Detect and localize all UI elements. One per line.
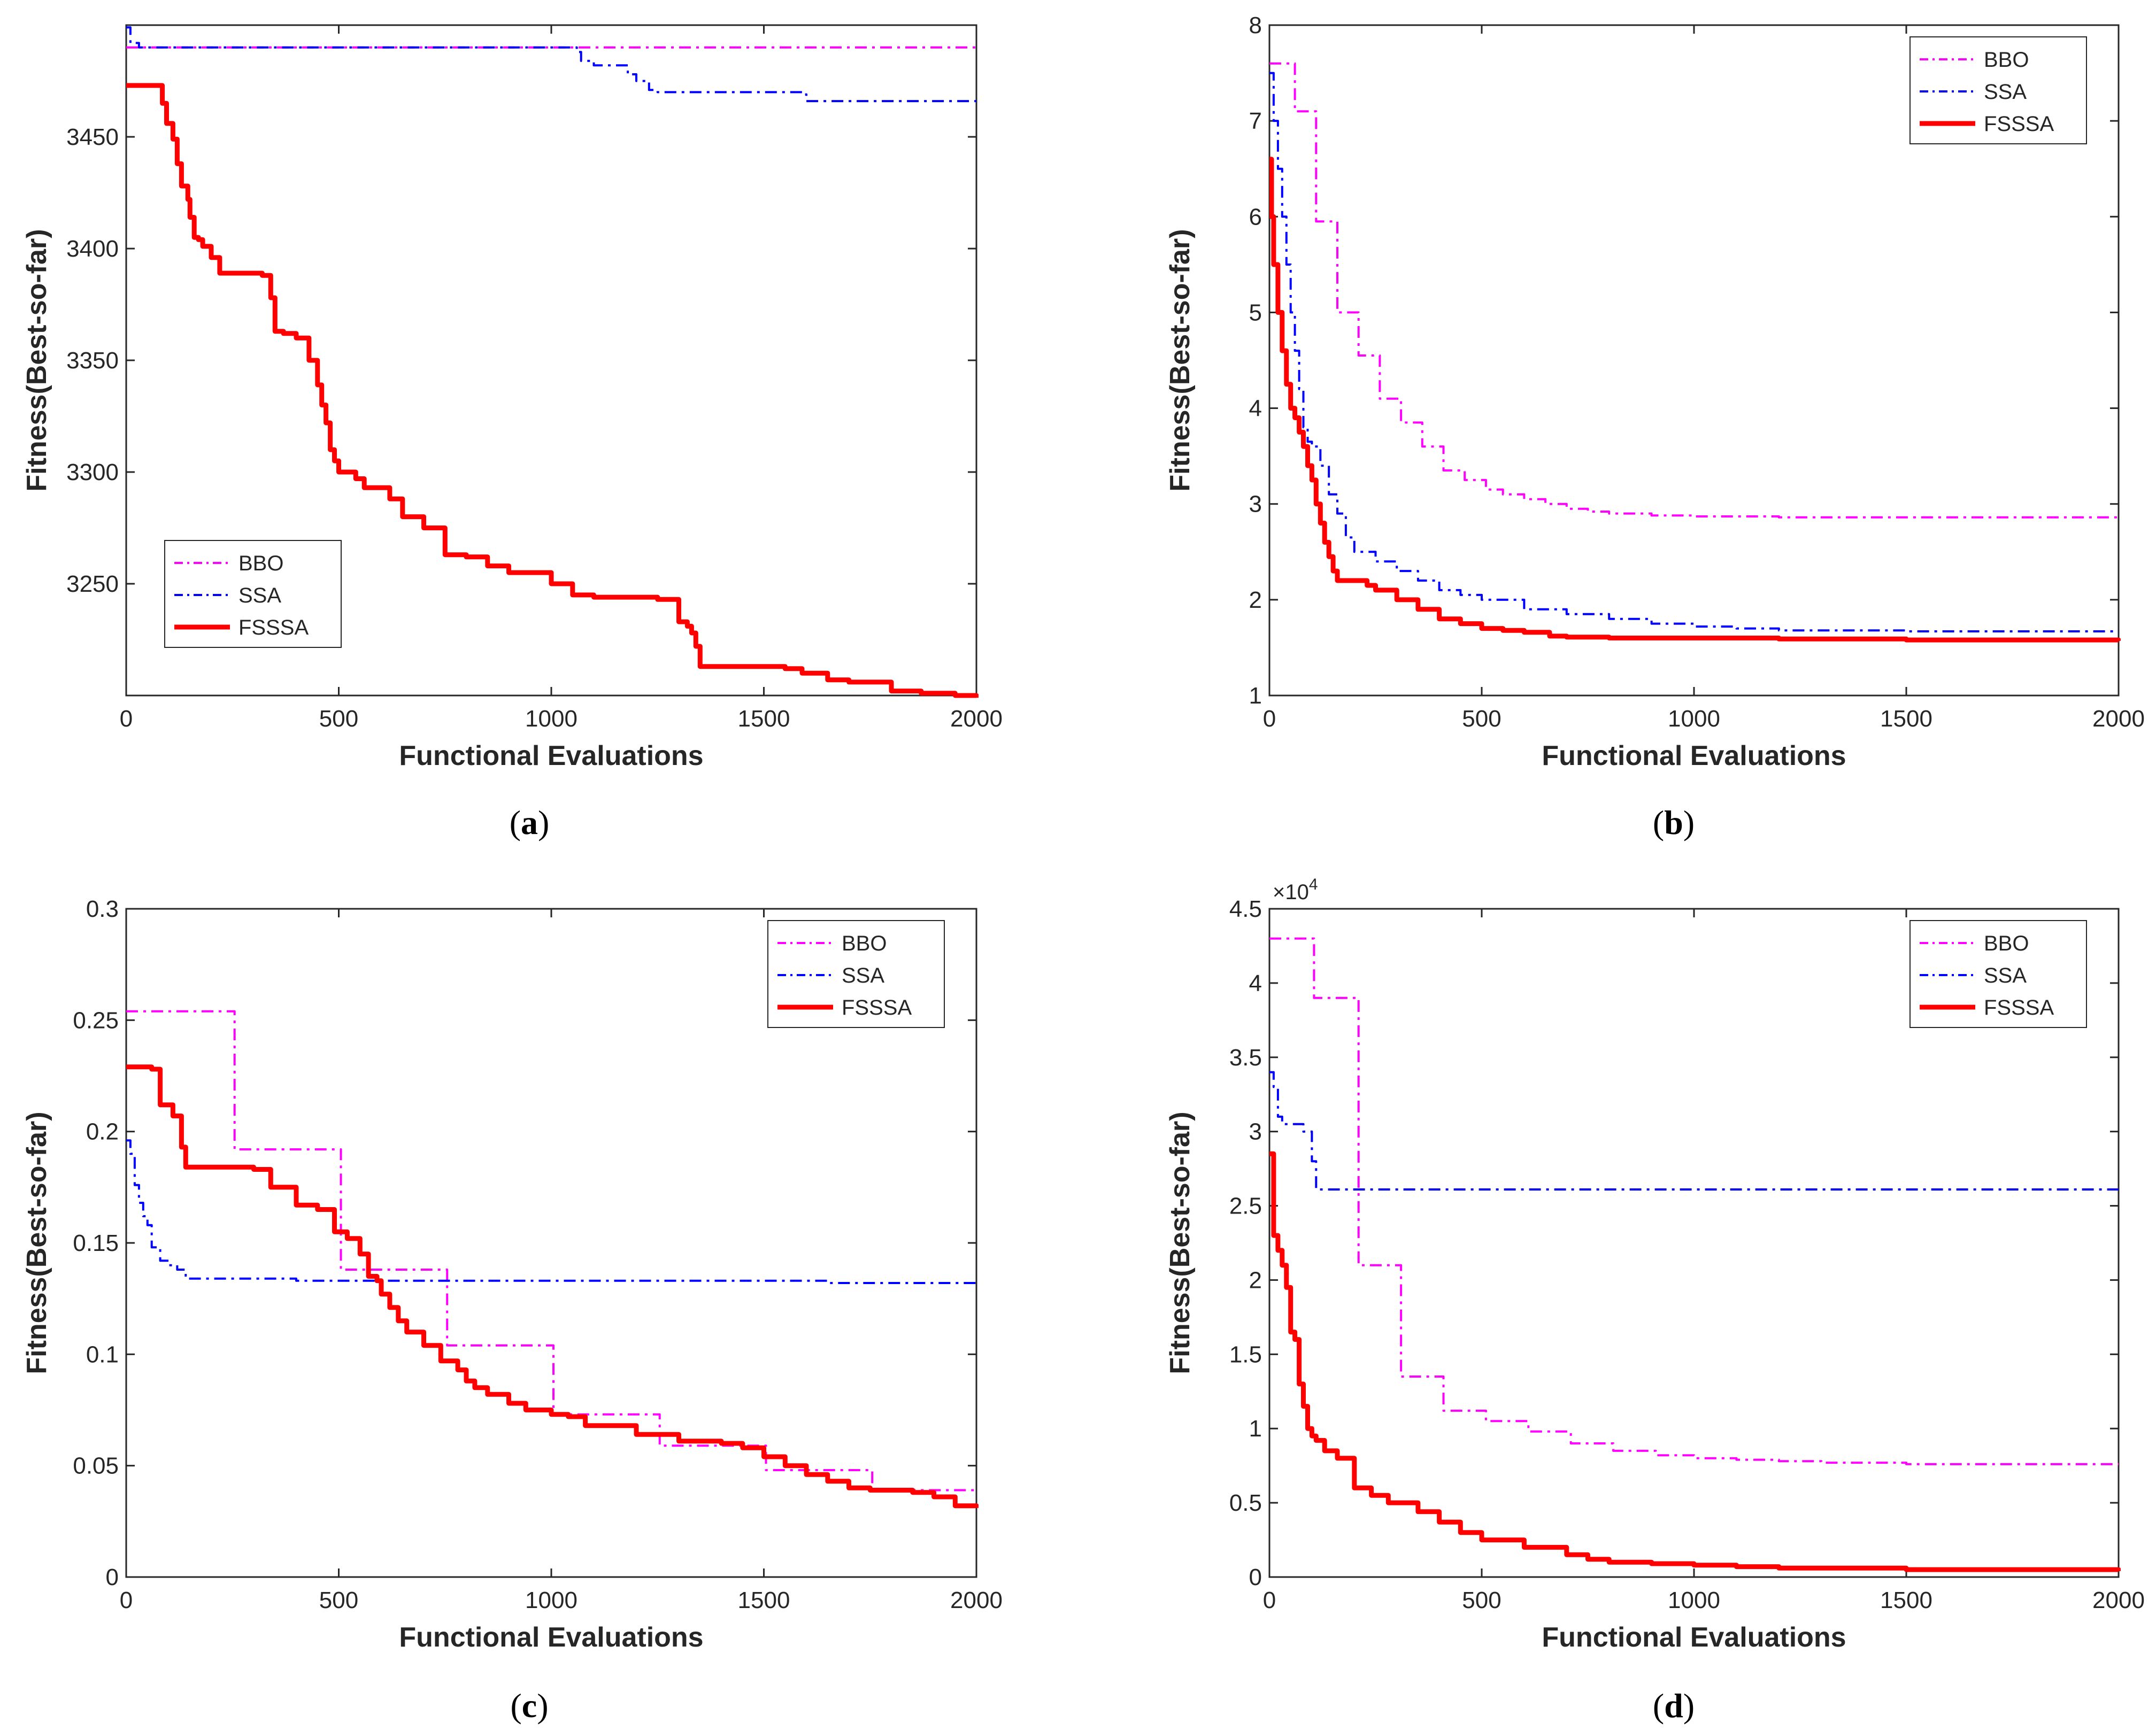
y-axis-label: Fitness(Best-so-far) (21, 229, 52, 491)
x-tick-label: 500 (1462, 1587, 1501, 1613)
y-tick-label: 0.3 (86, 896, 119, 922)
x-tick-label: 1000 (525, 1587, 578, 1613)
series-line-ssa (126, 1139, 977, 1286)
legend-label-fsssa: FSSSA (1984, 112, 2054, 136)
panel-caption-letter: b (1664, 803, 1683, 841)
y-tick-label: 7 (1249, 108, 1262, 134)
x-tick-label: 2000 (2092, 1587, 2145, 1613)
chart-panel-c: 0 500 1000 1500 2000 0 0.05 0.1 0.15 0.2 0.25 0.3 Fu… (21, 896, 1003, 1725)
y-tick-label: 3400 (66, 236, 119, 262)
legend-label-ssa: SSA (238, 584, 281, 607)
legend: BBO SSA FSSSA (1909, 36, 2087, 144)
y-tick-label: 1 (1249, 683, 1262, 709)
legend-label-ssa: SSA (842, 964, 884, 987)
x-tick-label: 1500 (738, 1587, 790, 1613)
y-axis-label: Fitness(Best-so-far) (1165, 229, 1196, 491)
y-tick-label: 6 (1249, 204, 1262, 230)
x-tick-label: 1500 (1880, 1587, 1932, 1613)
y-axis-label: Fitness(Best-so-far) (1165, 1111, 1196, 1374)
panel-caption: (a) (510, 803, 550, 841)
x-tick-label: 0 (120, 706, 133, 732)
series-line-fsssa (126, 83, 979, 698)
panel-caption: (d) (1653, 1687, 1695, 1725)
x-tick-label: 1500 (1880, 706, 1932, 732)
panel-caption-letter: c (522, 1687, 537, 1725)
y-tick-label: 4.5 (1229, 896, 1262, 922)
series-line-fsssa (126, 1064, 979, 1509)
y-tick-label: 4 (1249, 970, 1262, 996)
legend-label-ssa: SSA (1984, 80, 2027, 104)
legend: BBO SSA FSSSA (767, 920, 945, 1028)
y-tick-label: 3350 (66, 347, 119, 374)
legend-label-bbo: BBO (238, 552, 283, 575)
chart-panel-d: 0 500 1000 1500 2000 0 0.5 1 1.5 2 2.5 3 3.5 4 4.5 Func… (1165, 876, 2145, 1725)
y-tick-label: 0.1 (86, 1341, 119, 1367)
y-tick-label: 3 (1249, 491, 1262, 517)
y-tick-label: 0.5 (1229, 1490, 1262, 1516)
y-tick-label: 1 (1249, 1416, 1262, 1442)
legend-label-fsssa: FSSSA (842, 996, 912, 1019)
y-tick-label: 0.25 (73, 1007, 119, 1033)
x-tick-label: 500 (319, 706, 358, 732)
y-tick-label: 0.15 (73, 1230, 119, 1256)
x-axis-label: Functional Evaluations (399, 740, 703, 771)
x-tick-label: 0 (1263, 706, 1276, 732)
x-tick-label: 500 (1462, 706, 1501, 732)
y-axis-label: Fitness(Best-so-far) (21, 1111, 52, 1374)
x-axis-label: Functional Evaluations (1542, 740, 1846, 771)
x-tick-label: 1000 (1668, 706, 1720, 732)
x-tick-label: 1000 (525, 706, 578, 732)
y-tick-label: 2 (1249, 587, 1262, 613)
y-tick-label: 5 (1249, 299, 1262, 326)
x-axis-label: Functional Evaluations (1542, 1622, 1846, 1653)
series-line-fsssa (1269, 157, 2121, 643)
y-tick-label: 3300 (66, 459, 119, 485)
y-tick-label: 1.5 (1229, 1341, 1262, 1367)
y-tick-label: 0 (106, 1564, 119, 1590)
legend: BBO SSA FSSSA (164, 540, 342, 648)
series-line-bbo (1269, 62, 2119, 519)
legend: BBO SSA FSSSA (1909, 920, 2087, 1028)
x-axis-label: Functional Evaluations (399, 1622, 703, 1653)
y-tick-label: 0.05 (73, 1453, 119, 1479)
x-tick-label: 0 (120, 1587, 133, 1613)
y-tick-label: 0.2 (86, 1119, 119, 1145)
legend-label-ssa: SSA (1984, 964, 2027, 987)
panel-caption: (b) (1653, 803, 1695, 841)
panel-caption-letter: a (521, 803, 538, 841)
series-line-ssa (126, 26, 976, 103)
legend-label-bbo: BBO (1984, 932, 2029, 955)
y-axis-multiplier-exponent: 4 (1309, 876, 1318, 893)
y-tick-label: 3250 (66, 571, 119, 597)
y-tick-label: 4 (1249, 396, 1262, 422)
x-tick-label: 2000 (2092, 706, 2145, 732)
x-tick-label: 0 (1263, 1587, 1276, 1613)
y-tick-label: 2 (1249, 1267, 1262, 1293)
x-tick-label: 1000 (1668, 1587, 1720, 1613)
y-tick-label: 8 (1249, 12, 1262, 38)
legend-label-fsssa: FSSSA (1984, 996, 2054, 1019)
x-tick-label: 500 (319, 1587, 358, 1613)
series-line-ssa (1269, 72, 2119, 632)
chart-panel-b: 0 500 1000 1500 2000 1 2 3 4 5 6 7 8 Functional Evalu… (1165, 12, 2145, 841)
x-tick-label: 2000 (950, 706, 1003, 732)
series-line-ssa (1269, 1071, 2119, 1191)
chart-panel-a: 0 500 1000 1500 2000 3250 3300 3350 3400 3450 Func… (21, 24, 1003, 841)
legend-label-fsssa: FSSSA (238, 616, 309, 639)
series-line-fsssa (1269, 1151, 2121, 1572)
x-tick-label: 1500 (738, 706, 790, 732)
panel-caption: (c) (510, 1687, 548, 1725)
series-line-bbo (126, 1010, 976, 1492)
y-tick-label: 3450 (66, 124, 119, 150)
panel-caption-letter: d (1664, 1687, 1683, 1725)
legend-label-bbo: BBO (1984, 48, 2029, 72)
y-tick-label: 2.5 (1229, 1193, 1262, 1219)
y-tick-label: 0 (1249, 1564, 1262, 1590)
series-line-bbo (1269, 937, 2119, 1465)
x-tick-label: 2000 (950, 1587, 1003, 1613)
y-tick-label: 3 (1249, 1119, 1262, 1145)
legend-label-bbo: BBO (842, 932, 887, 955)
y-tick-label: 3.5 (1229, 1045, 1262, 1071)
